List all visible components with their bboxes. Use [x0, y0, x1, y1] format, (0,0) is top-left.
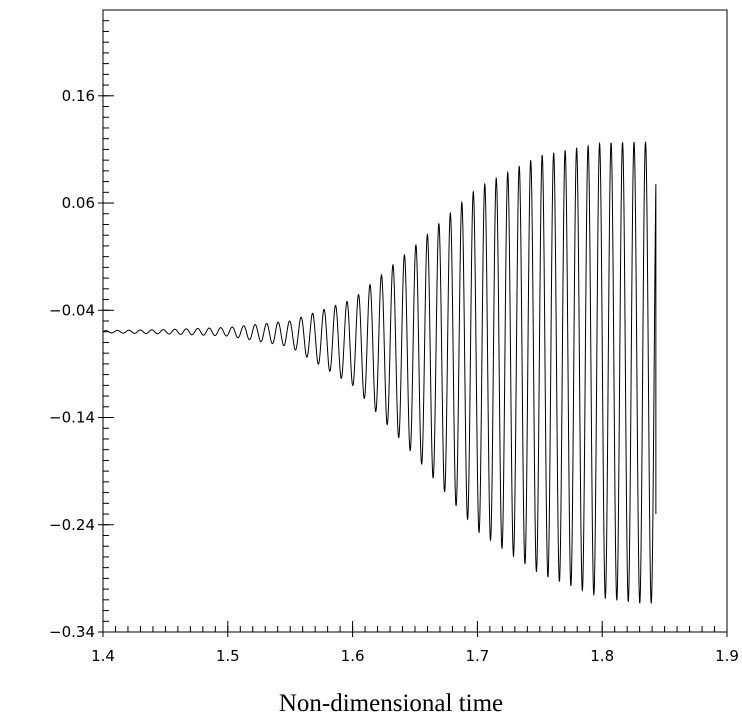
- y-tick-labels: −0.34 −0.24 −0.14 −0.04 0.06 0.16: [49, 87, 95, 641]
- x-tick-label: 1.4: [91, 647, 115, 665]
- plot-frame: [102, 9, 728, 633]
- x-tick-label: 1.5: [216, 647, 240, 665]
- y-tick-label: 0.06: [62, 194, 95, 212]
- x-tick-labels: 1.4 1.5 1.6 1.7 1.8 1.9: [91, 647, 739, 665]
- y-tick-label: −0.14: [49, 409, 95, 427]
- y-tick-label: −0.34: [49, 623, 95, 641]
- x-tick-label: 1.6: [341, 647, 365, 665]
- y-tick-label: −0.24: [49, 516, 95, 534]
- x-tick-label: 1.7: [465, 647, 489, 665]
- x-axis-title: Non-dimensional time: [279, 690, 503, 717]
- y-tick-label: −0.04: [49, 301, 95, 319]
- series-line: [102, 141, 657, 604]
- minor-ticks: [102, 9, 728, 633]
- x-tick-label: 1.8: [590, 647, 614, 665]
- y-tick-label: 0.16: [62, 87, 95, 105]
- major-ticks: [98, 95, 728, 637]
- x-tick-label: 1.9: [715, 647, 739, 665]
